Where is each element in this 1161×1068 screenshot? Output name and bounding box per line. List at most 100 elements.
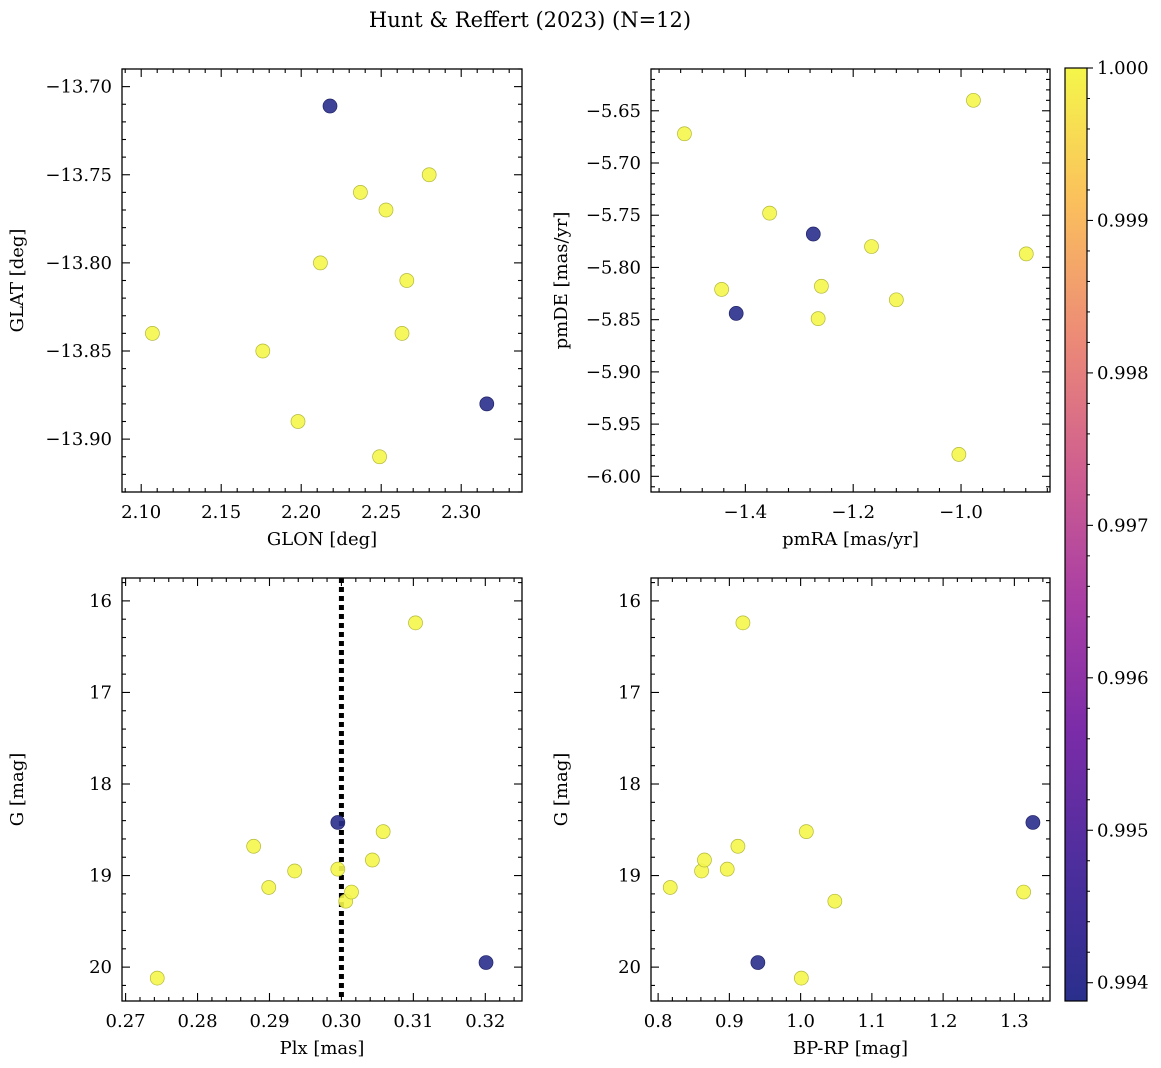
- y-axis-label: pmDE [mas/yr]: [551, 212, 572, 350]
- axes-frame: [650, 68, 1051, 493]
- y-tick-label: 19: [89, 866, 112, 887]
- y-tick-label: 19: [618, 866, 641, 887]
- data-point: [677, 126, 692, 142]
- data-point: [365, 852, 380, 868]
- y-tick-label: −5.85: [586, 310, 641, 331]
- y-tick-label: 17: [618, 682, 641, 703]
- data-point: [421, 167, 437, 183]
- subplot-3: 0.27 0.28 0.29 0.30 0.31 0.32 16 17 18 19 20 Plx [m…: [7, 577, 523, 1059]
- data-point: [714, 282, 729, 297]
- colorbar-tick-label: 0.998: [1097, 363, 1149, 384]
- colorbar-tick-label: 0.994: [1097, 973, 1149, 994]
- data-point: [728, 306, 744, 321]
- data-point: [330, 815, 346, 830]
- data-point: [1016, 884, 1031, 900]
- tick-marks: [651, 68, 1050, 492]
- data-point: [372, 449, 387, 465]
- tick-marks: [122, 578, 522, 1001]
- data-point: [805, 226, 821, 242]
- subplot-4: 0.8 0.9 1.0 1.1 1.2 1.3 16 17 18 19 20 BP-RP [mag] G…: [551, 577, 1051, 1059]
- y-tick-label: 16: [89, 591, 112, 612]
- x-tick-label: 0.8: [644, 1011, 673, 1032]
- data-point: [697, 852, 712, 868]
- colorbar-gradient: [1064, 67, 1088, 1002]
- data-point: [1025, 815, 1041, 830]
- subplot-grid: 2.10 2.15 2.20 2.25 2.30 −13.70 −13.75 −13.80 −1…: [7, 68, 1051, 1059]
- figure-title: Hunt & Reffert (2023) (N=12): [369, 8, 691, 32]
- x-tick-label: 2.25: [361, 502, 401, 523]
- data-point: [662, 880, 678, 895]
- x-tick-label: 0.29: [249, 1011, 289, 1032]
- axes-frame: [121, 577, 523, 1002]
- y-tick-label: −5.90: [586, 362, 641, 383]
- x-tick-label: 2.15: [201, 502, 241, 523]
- x-axis-label: GLON [deg]: [267, 529, 377, 550]
- x-axis-label: Plx [mas]: [280, 1038, 365, 1059]
- x-tick-label: 2.30: [441, 502, 481, 523]
- axes-frame: [121, 68, 523, 493]
- data-point: [149, 970, 165, 986]
- x-axis-label: pmRA [mas/yr]: [782, 529, 919, 550]
- x-tick-label: −1.0: [939, 502, 983, 523]
- tick-marks: [122, 68, 522, 493]
- x-tick-label: 1.2: [929, 1011, 958, 1032]
- x-tick-label: 0.9: [715, 1011, 744, 1032]
- subplot-2: −1.4 −1.2 −1.0 −5.65 −5.70 −5.75 −5.80 −5.85 −5.…: [551, 68, 1051, 550]
- colorbar: 0.994 0.995 0.996 0.997 0.998 0.999 1.000: [1064, 58, 1149, 1002]
- y-tick-label: −5.80: [586, 257, 641, 278]
- axes-frame: [650, 577, 1051, 1002]
- data-point: [479, 396, 495, 412]
- y-tick-label: −5.95: [586, 414, 641, 435]
- data-point: [394, 326, 410, 341]
- data-point: [1018, 246, 1034, 262]
- data-point: [719, 861, 735, 877]
- colorbar-tick-label: 0.995: [1097, 820, 1149, 841]
- y-tick-label: 17: [89, 682, 112, 703]
- data-point: [864, 239, 879, 254]
- data-point: [814, 278, 829, 294]
- data-point: [798, 824, 814, 839]
- y-tick-label: −5.65: [586, 101, 641, 122]
- x-tick-label: 1.1: [858, 1011, 887, 1032]
- data-point: [313, 255, 328, 271]
- tick-marks: [651, 578, 1050, 1001]
- x-tick-label: 1.0: [786, 1011, 815, 1032]
- data-point: [246, 838, 262, 854]
- data-point: [290, 414, 306, 429]
- y-tick-label: 18: [618, 774, 641, 795]
- data-point: [793, 970, 809, 986]
- y-tick-label: 20: [89, 957, 112, 978]
- x-tick-label: 0.32: [465, 1011, 505, 1032]
- data-point: [375, 824, 391, 839]
- x-tick-label: 0.27: [106, 1011, 146, 1032]
- y-tick-label: −13.85: [45, 341, 112, 362]
- data-point: [478, 955, 494, 970]
- scatter-points: [149, 615, 494, 986]
- scatter-points: [662, 615, 1041, 986]
- x-tick-label: −1.2: [831, 502, 875, 523]
- colorbar-tick-label: 1.000: [1097, 58, 1149, 79]
- y-tick-label: 20: [618, 957, 641, 978]
- data-point: [378, 202, 394, 218]
- data-point: [145, 326, 160, 341]
- data-point: [810, 311, 826, 326]
- x-tick-label: 0.31: [393, 1011, 433, 1032]
- y-tick-label: −5.70: [586, 153, 641, 174]
- y-tick-label: 16: [618, 591, 641, 612]
- x-tick-label: 1.3: [1000, 1011, 1029, 1032]
- y-tick-label: −5.75: [586, 205, 641, 226]
- data-point: [408, 615, 423, 631]
- data-point: [735, 615, 751, 631]
- data-point: [951, 447, 967, 462]
- x-tick-label: 0.28: [178, 1011, 218, 1032]
- scatter-points: [677, 92, 1034, 462]
- data-point: [730, 838, 746, 854]
- data-point: [966, 92, 981, 108]
- subplot-1: 2.10 2.15 2.20 2.25 2.30 −13.70 −13.75 −13.80 −1…: [7, 68, 523, 550]
- x-tick-label: 2.20: [281, 502, 321, 523]
- data-point: [888, 292, 904, 308]
- data-point: [344, 884, 359, 900]
- data-point: [330, 861, 346, 877]
- x-axis-label: BP-RP [mag]: [793, 1038, 908, 1059]
